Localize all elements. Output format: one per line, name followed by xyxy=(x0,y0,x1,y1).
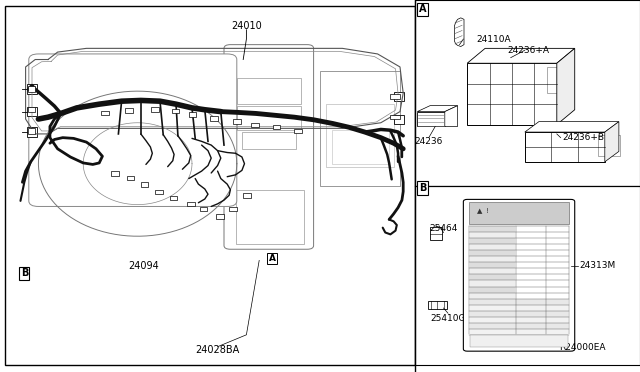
Bar xyxy=(172,109,179,113)
Bar xyxy=(28,107,35,112)
Text: A: A xyxy=(419,4,426,14)
Bar xyxy=(28,128,35,134)
Bar xyxy=(27,107,37,116)
Polygon shape xyxy=(445,106,458,126)
Polygon shape xyxy=(417,106,458,112)
Bar xyxy=(394,92,404,101)
Text: 25410G: 25410G xyxy=(430,314,466,323)
Bar xyxy=(200,207,207,211)
Bar xyxy=(141,182,148,187)
Text: 24313M: 24313M xyxy=(579,262,616,270)
Text: 24094: 24094 xyxy=(129,261,159,271)
FancyBboxPatch shape xyxy=(463,199,575,351)
Bar xyxy=(467,63,557,125)
Bar xyxy=(273,125,280,129)
Text: ▲: ▲ xyxy=(477,209,483,215)
Bar xyxy=(470,335,568,347)
Bar xyxy=(101,111,109,115)
Bar xyxy=(470,275,515,280)
Bar xyxy=(127,176,134,180)
Bar xyxy=(415,186,640,365)
Bar xyxy=(27,84,37,94)
Bar xyxy=(390,94,400,99)
Bar xyxy=(428,301,447,309)
Text: 24236+B: 24236+B xyxy=(562,133,604,142)
Bar xyxy=(415,0,640,186)
Bar xyxy=(28,86,35,92)
FancyBboxPatch shape xyxy=(224,45,314,249)
Text: 24236: 24236 xyxy=(415,137,443,146)
Bar xyxy=(470,317,568,323)
Bar xyxy=(470,311,568,317)
Text: 24010: 24010 xyxy=(231,21,262,31)
Bar xyxy=(243,193,251,198)
Bar xyxy=(470,226,515,232)
Polygon shape xyxy=(557,48,575,125)
Polygon shape xyxy=(525,122,619,132)
FancyBboxPatch shape xyxy=(29,54,237,206)
Text: B: B xyxy=(20,269,28,278)
Polygon shape xyxy=(417,112,445,126)
Bar xyxy=(125,108,133,113)
Bar xyxy=(547,67,560,93)
Bar xyxy=(187,202,195,206)
Bar xyxy=(470,299,568,305)
Bar xyxy=(470,250,515,256)
Bar xyxy=(237,78,301,104)
Bar xyxy=(294,129,302,133)
Bar xyxy=(470,262,515,268)
Bar xyxy=(170,196,177,200)
Bar xyxy=(216,214,224,219)
Bar xyxy=(189,112,196,117)
Bar xyxy=(5,6,415,365)
Bar xyxy=(155,190,163,194)
Text: !: ! xyxy=(486,208,489,214)
Bar xyxy=(394,115,404,124)
Bar xyxy=(470,329,568,335)
Bar xyxy=(470,280,515,286)
Text: 25464: 25464 xyxy=(429,224,458,233)
Bar xyxy=(470,238,515,244)
Bar xyxy=(470,244,515,250)
Bar xyxy=(229,207,237,211)
Bar xyxy=(470,305,568,311)
Bar xyxy=(390,115,400,119)
Bar xyxy=(470,256,515,262)
Bar xyxy=(598,135,620,156)
Polygon shape xyxy=(454,18,464,46)
Bar xyxy=(470,232,515,238)
Bar xyxy=(430,227,442,240)
Bar xyxy=(237,106,301,130)
Bar xyxy=(470,323,568,329)
Bar xyxy=(111,171,119,176)
Text: A: A xyxy=(269,254,275,263)
Bar xyxy=(470,293,515,299)
Text: 24110A: 24110A xyxy=(477,35,511,44)
Bar xyxy=(151,107,159,112)
Text: 24028BA: 24028BA xyxy=(195,345,240,355)
Bar xyxy=(470,268,515,275)
Polygon shape xyxy=(605,122,619,162)
Polygon shape xyxy=(467,48,575,63)
Bar xyxy=(242,132,296,149)
Bar xyxy=(469,202,569,224)
Text: R24000EA: R24000EA xyxy=(559,343,605,352)
Bar xyxy=(233,119,241,124)
Bar xyxy=(332,130,389,164)
Bar xyxy=(27,127,37,137)
Bar xyxy=(525,132,605,162)
Text: 24236+A: 24236+A xyxy=(507,46,549,55)
Bar xyxy=(210,116,218,121)
Bar xyxy=(251,123,259,127)
Text: B: B xyxy=(419,183,426,193)
Bar xyxy=(320,71,400,186)
Bar xyxy=(326,104,394,167)
Bar xyxy=(470,286,515,293)
Bar xyxy=(236,190,304,244)
